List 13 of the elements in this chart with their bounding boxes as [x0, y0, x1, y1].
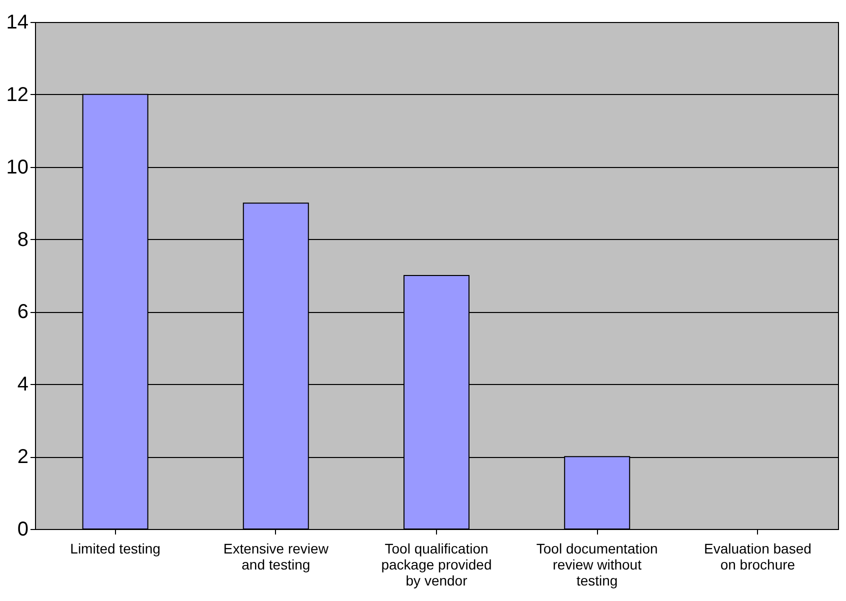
x-tick-label: Limited testing	[70, 540, 160, 556]
y-tick-label: 8	[17, 228, 28, 251]
y-tick-label: 12	[6, 84, 28, 106]
x-tick-label: Tool documentation review without testing	[536, 540, 658, 588]
x-tick-label: Tool qualification package provided by vendor	[381, 540, 492, 588]
y-tick-label: 10	[6, 156, 28, 178]
y-tick-label: 2	[17, 446, 28, 468]
y-tick-label: 0	[17, 518, 28, 540]
y-tick-label: 6	[17, 301, 28, 324]
y-tick-label: 14	[6, 12, 28, 34]
y-tick-label: 4	[17, 374, 28, 396]
x-tick-label: Extensive review and testing	[223, 540, 330, 572]
x-tick-label: Evaluation based on brochure	[704, 540, 812, 572]
